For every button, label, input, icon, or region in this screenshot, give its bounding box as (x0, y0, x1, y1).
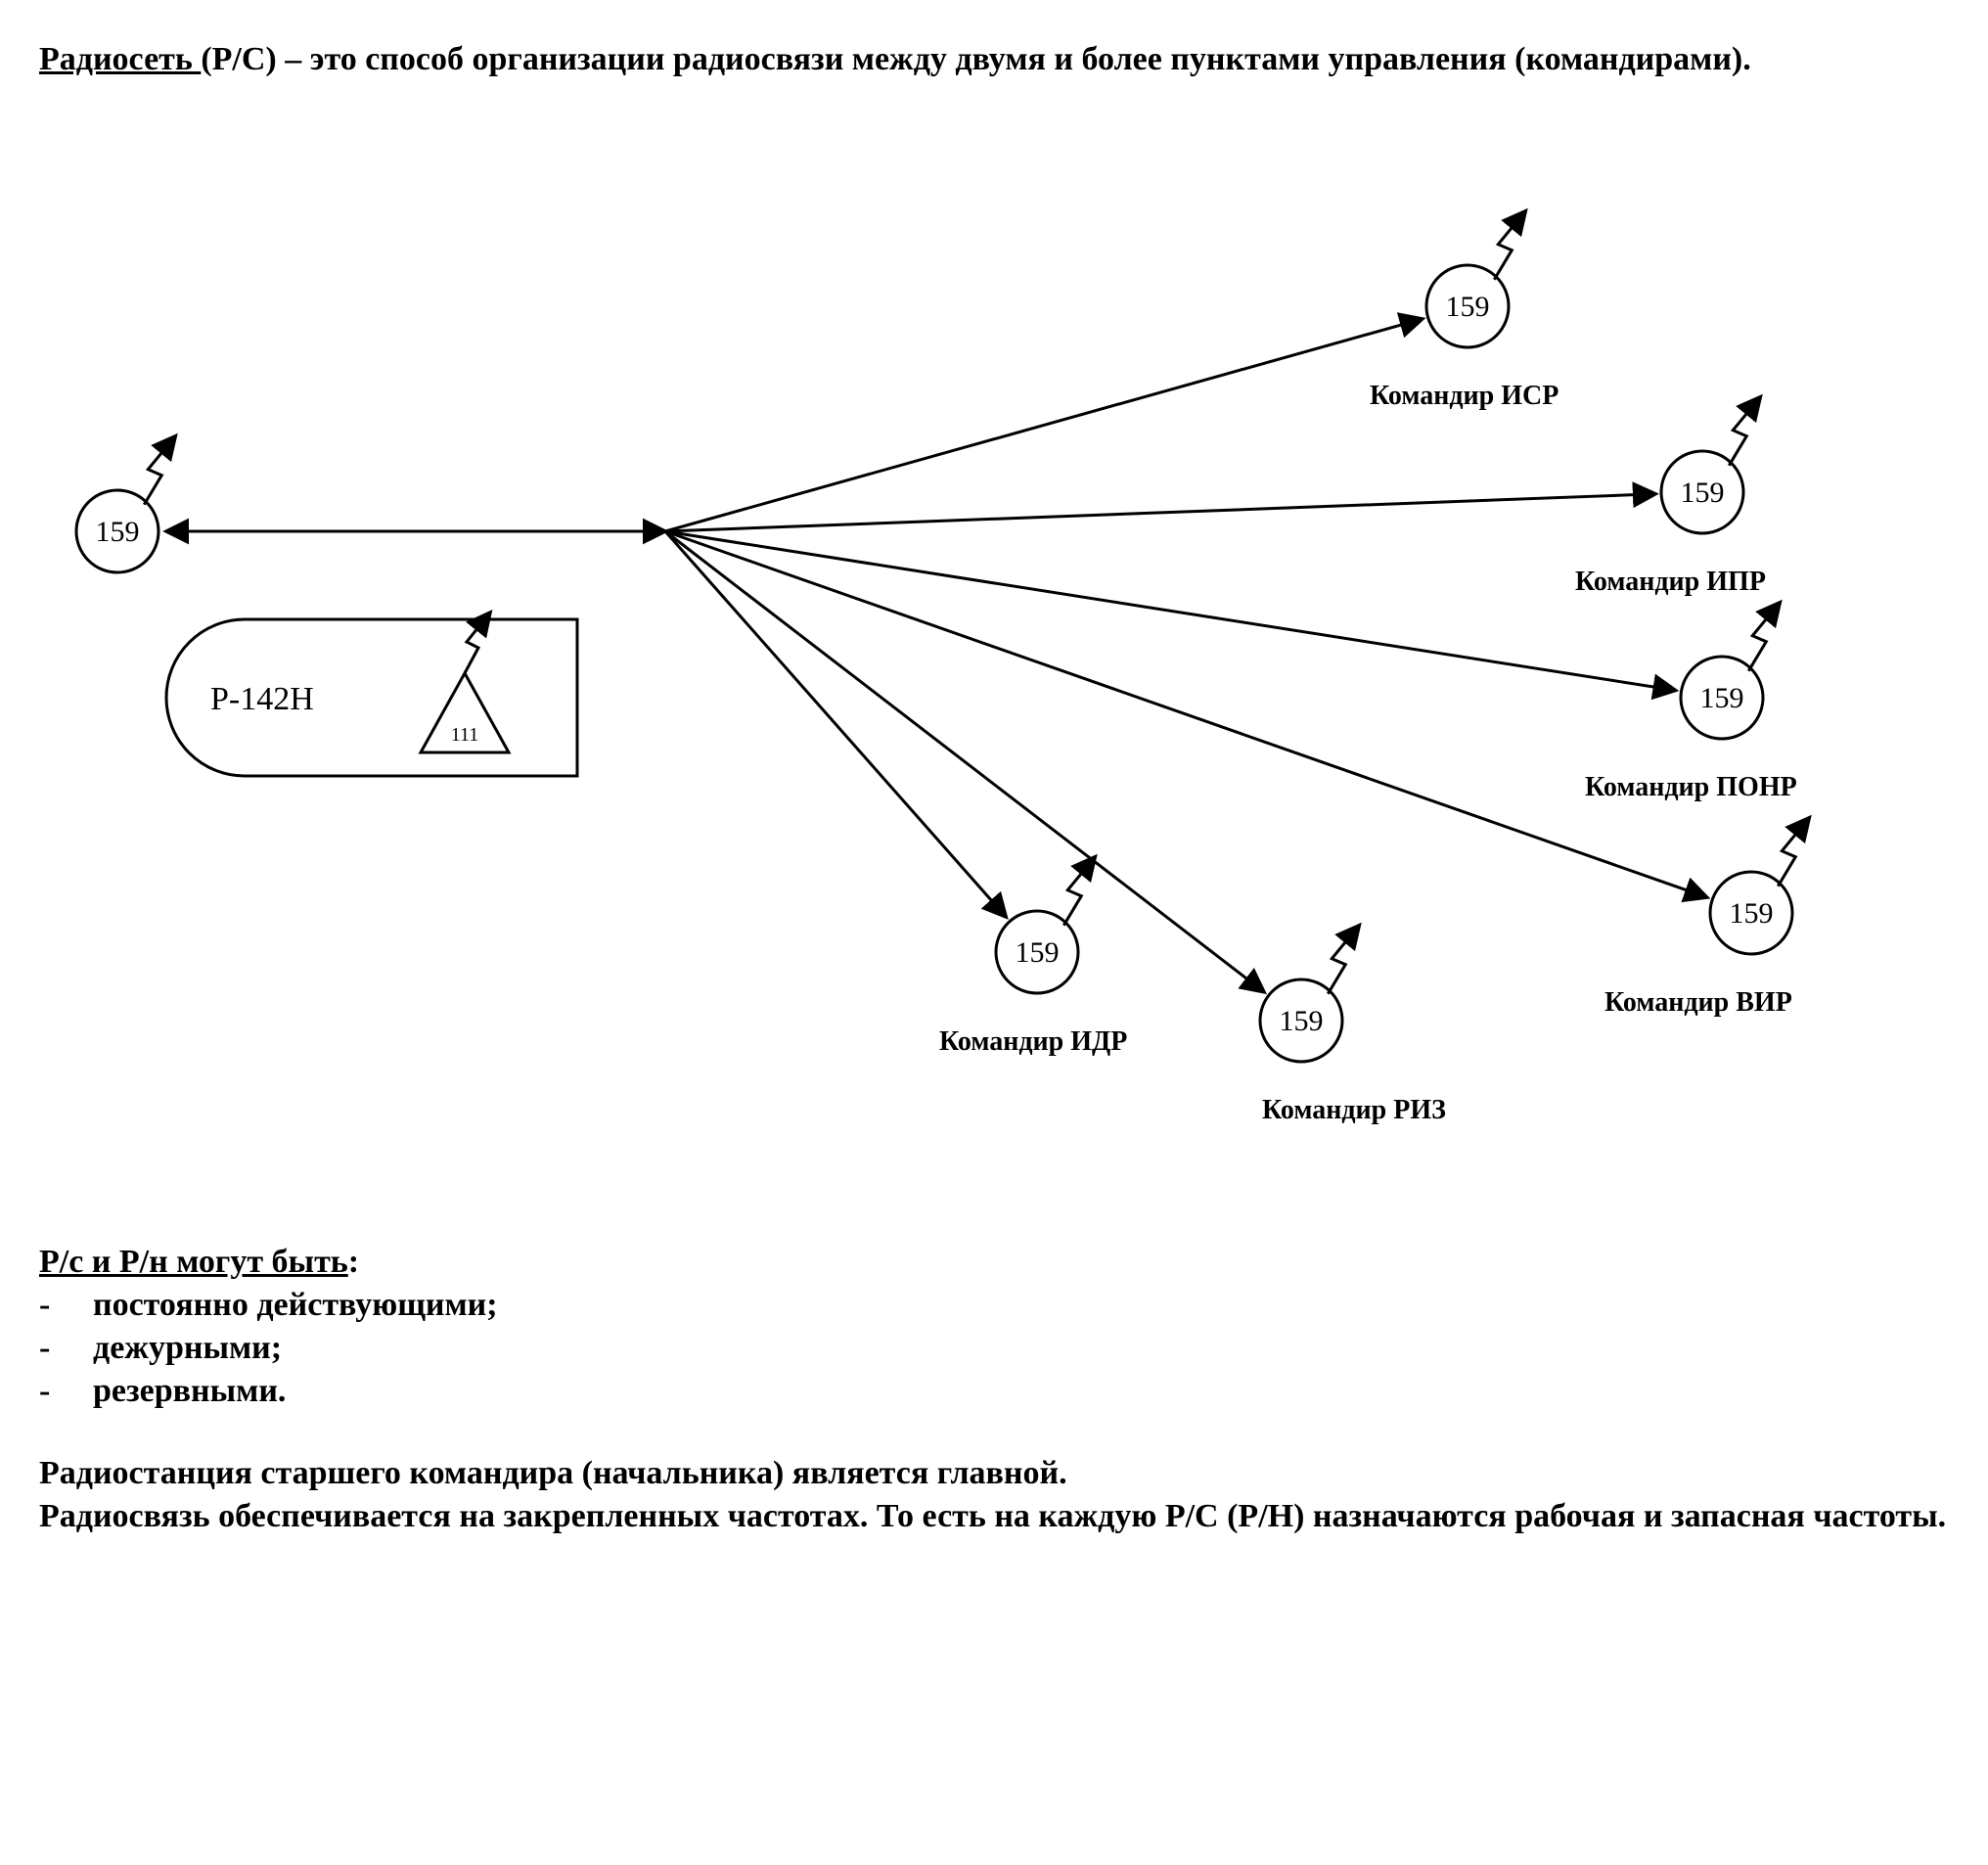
svg-text:159: 159 (1730, 897, 1774, 930)
list-heading: Р/с и Р/н могут быть: (39, 1241, 1949, 1284)
para-2: Радиосвязь обеспечивается на закрепленны… (39, 1495, 1949, 1538)
svg-text:159: 159 (1446, 291, 1490, 323)
svg-text:Командир ПОНР: Командир ПОНР (1585, 772, 1797, 802)
svg-text:159: 159 (1280, 1005, 1324, 1037)
svg-text:159: 159 (1681, 477, 1725, 509)
svg-text:Командир ИПР: Командир ИПР (1575, 567, 1766, 597)
list-items: -постоянно действующими;-дежурными;-резе… (39, 1284, 1949, 1414)
list-item: -дежурными; (39, 1327, 1949, 1370)
svg-text:Командир РИЗ: Командир РИЗ (1262, 1095, 1446, 1125)
title-rest: (Р/С) – это способ организации радиосвяз… (201, 41, 1750, 77)
svg-text:111: 111 (451, 724, 479, 746)
list-item: -резервными. (39, 1370, 1949, 1413)
title-term: Радиосеть (39, 41, 201, 77)
title-paragraph: Радиосеть (Р/С) – это способ организации… (39, 39, 1949, 81)
radio-network-diagram: 159 Р-142Н 111 159 Командир ИСР 159 Командир И… (39, 120, 1949, 1182)
svg-text:Р-142Н: Р-142Н (210, 681, 314, 717)
list-item: -постоянно действующими; (39, 1284, 1949, 1327)
para-1: Радиостанция старшего командира (начальн… (39, 1452, 1949, 1495)
svg-text:Командир ИСР: Командир ИСР (1370, 381, 1559, 411)
svg-text:Командир ИДР: Командир ИДР (939, 1026, 1127, 1057)
bottom-text-block: Р/с и Р/н могут быть: -постоянно действу… (39, 1241, 1949, 1539)
svg-text:159: 159 (96, 516, 140, 548)
svg-text:Командир ВИР: Командир ВИР (1604, 987, 1792, 1018)
svg-text:159: 159 (1016, 936, 1060, 969)
diagram-svg: 159 Р-142Н 111 159 Командир ИСР 159 Командир И… (39, 120, 1949, 1177)
svg-text:159: 159 (1700, 682, 1744, 714)
